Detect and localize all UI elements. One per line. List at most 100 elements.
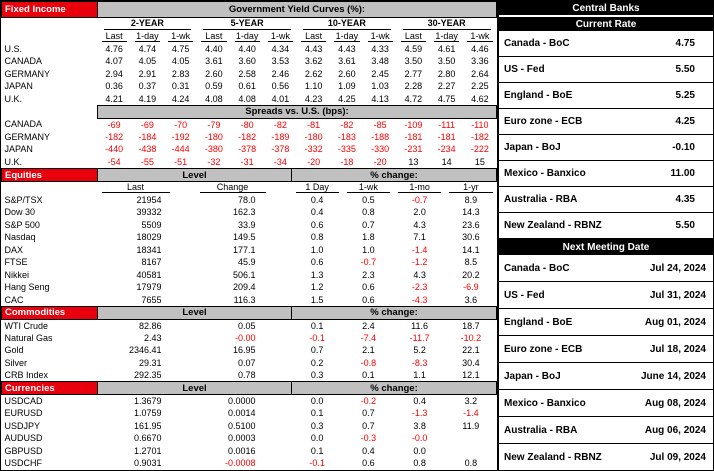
row-label: AUDUSD bbox=[4, 433, 43, 444]
cell: 2.80 bbox=[437, 68, 456, 79]
central-bank-meeting-row: England - BoE Aug 01, 2024 bbox=[499, 309, 713, 336]
cell: 22.1 bbox=[462, 345, 480, 356]
yield-subheader-row: Last 1-day 1-wk Last 1-day 1-wk Last 1-d… bbox=[2, 31, 497, 43]
cell: 2.27 bbox=[437, 81, 456, 92]
commodities-pct-change-label: % change: bbox=[291, 305, 497, 320]
cell: 209.4 bbox=[232, 282, 256, 293]
bank-name: England - BoE bbox=[504, 316, 573, 328]
col-header-label: Last bbox=[201, 31, 227, 42]
cell: 1.2701 bbox=[133, 445, 162, 456]
central-bank-meeting-row: US - Fed Jul 31, 2024 bbox=[499, 282, 713, 309]
table-row: U.S. 4.76 4.74 4.75 4.40 4.40 4.34 4.43 4.43 4.33… bbox=[2, 43, 497, 56]
cell: 78.0 bbox=[237, 194, 256, 205]
cell: -182 bbox=[470, 131, 489, 142]
cell: 2.91 bbox=[138, 68, 157, 79]
central-bank-rate-row: Canada - BoC 4.75 bbox=[499, 31, 713, 57]
cell: -0.7 bbox=[411, 194, 428, 205]
cell: 1.0759 bbox=[133, 408, 162, 419]
col-header-1wk: 1-wk bbox=[364, 31, 397, 43]
currencies-level-label: Level bbox=[96, 381, 293, 395]
cell: 2.58 bbox=[238, 68, 256, 79]
row-label: S&P 500 bbox=[4, 219, 40, 230]
cell: 0.5 bbox=[362, 194, 375, 205]
bank-name: Canada - BoC bbox=[504, 262, 570, 274]
cell: 0.37 bbox=[138, 81, 157, 92]
central-bank-rate-row: Euro zone - ECB 4.25 bbox=[499, 109, 713, 135]
row-label: Nikkei bbox=[4, 269, 30, 280]
cell: -183 bbox=[337, 131, 356, 142]
cell: 2.60 bbox=[338, 68, 356, 79]
cell: 8.9 bbox=[464, 194, 478, 205]
bank-name: Mexico - Banxico bbox=[504, 397, 586, 409]
cell: 2.3 bbox=[362, 269, 375, 280]
cell: -0.00 bbox=[235, 332, 256, 343]
cell: 177.1 bbox=[232, 244, 256, 255]
cell: 0.4 bbox=[310, 207, 324, 218]
spacer-cell bbox=[2, 18, 98, 31]
cell: -10.2 bbox=[460, 332, 482, 343]
col-header-label: 1-wk bbox=[168, 31, 194, 42]
cell: 2.0 bbox=[413, 207, 426, 218]
table-row: S&P/TSX 21954 78.0 0.4 0.5 -0.7 8.9 bbox=[2, 194, 497, 207]
cell: 162.3 bbox=[232, 207, 256, 218]
cell: -0.0008 bbox=[224, 458, 256, 469]
cell: -8.3 bbox=[411, 357, 428, 368]
cell: -2.3 bbox=[411, 282, 428, 293]
cell: 2.43 bbox=[143, 332, 162, 343]
central-bank-rate-row: US - Fed 5.50 bbox=[499, 57, 713, 83]
col-header-last: Last bbox=[297, 31, 330, 43]
cell: -1.4 bbox=[463, 408, 479, 419]
central-banks-panel: Central Banks Current Rate Canada - BoC 4… bbox=[498, 0, 714, 471]
cell: 3.53 bbox=[271, 56, 290, 67]
cell: -32 bbox=[207, 156, 221, 167]
table-row: Hang Seng 17979 209.4 1.2 0.6 -2.3 -6.9 bbox=[2, 281, 497, 294]
cell: 0.7 bbox=[310, 345, 324, 356]
cell: -335 bbox=[337, 144, 356, 155]
cell: 39332 bbox=[136, 207, 162, 218]
bank-current-rate: 4.35 bbox=[675, 194, 695, 205]
bank-meeting-date: Jul 31, 2024 bbox=[649, 289, 706, 301]
cell: 15 bbox=[474, 156, 485, 167]
bank-name: Euro zone - ECB bbox=[504, 343, 583, 355]
row-label: GERMANY bbox=[4, 131, 51, 142]
col-header-1wk: 1-wk bbox=[264, 31, 297, 43]
cell: 506.1 bbox=[232, 269, 256, 280]
cell: 0.0 bbox=[310, 433, 324, 444]
cell: -188 bbox=[371, 131, 390, 142]
cell: -0.3 bbox=[360, 433, 377, 444]
cell: -80 bbox=[240, 119, 254, 130]
cell: 0.6670 bbox=[133, 433, 162, 444]
commodities-section-label: Commodities bbox=[1, 305, 98, 320]
current-rates-list: Canada - BoC 4.75 US - Fed 5.50 England - Bo… bbox=[499, 31, 713, 239]
cell: 4.75 bbox=[171, 43, 190, 54]
cell: -330 bbox=[371, 144, 390, 155]
col-group-label: 30-YEAR bbox=[402, 18, 491, 31]
yield-curves-title: Government Yield Curves (%): bbox=[97, 1, 497, 18]
cell: 0.6 bbox=[310, 257, 324, 268]
cell: 0.6 bbox=[310, 219, 324, 230]
bank-name: US - Fed bbox=[504, 289, 545, 301]
cell: 0.4 bbox=[413, 396, 426, 406]
cell: 0.3 bbox=[310, 370, 324, 380]
cell: 4.59 bbox=[404, 43, 423, 54]
table-row: CRB Index 292.35 0.78 0.3 0.1 1.1 12.1 bbox=[2, 369, 497, 382]
cell: -85 bbox=[373, 119, 387, 130]
cell: 2.64 bbox=[471, 68, 489, 79]
bank-meeting-date: Jul 09, 2024 bbox=[649, 451, 706, 463]
bank-meeting-date: Jul 18, 2024 bbox=[649, 343, 706, 355]
cell: 3.48 bbox=[371, 56, 389, 67]
cell: 1.5 bbox=[310, 294, 324, 305]
cell: 0.1 bbox=[310, 408, 324, 419]
col-header-label: 1-yr bbox=[449, 182, 493, 194]
cell: 0.8 bbox=[413, 458, 426, 469]
cell: 40581 bbox=[136, 269, 162, 280]
cell: -234 bbox=[437, 144, 456, 155]
equities-rows: S&P/TSX 21954 78.0 0.4 0.5 -0.7 8.9 Dow 30 39332… bbox=[2, 194, 497, 307]
cell: -180 bbox=[304, 131, 323, 142]
cell: 1.3679 bbox=[133, 396, 162, 406]
col-header-label: Last bbox=[101, 31, 127, 42]
cell: -20 bbox=[307, 156, 321, 167]
spacer-cell bbox=[2, 31, 98, 43]
row-label: Dow 30 bbox=[4, 207, 36, 218]
cell: 0.7 bbox=[362, 219, 375, 230]
